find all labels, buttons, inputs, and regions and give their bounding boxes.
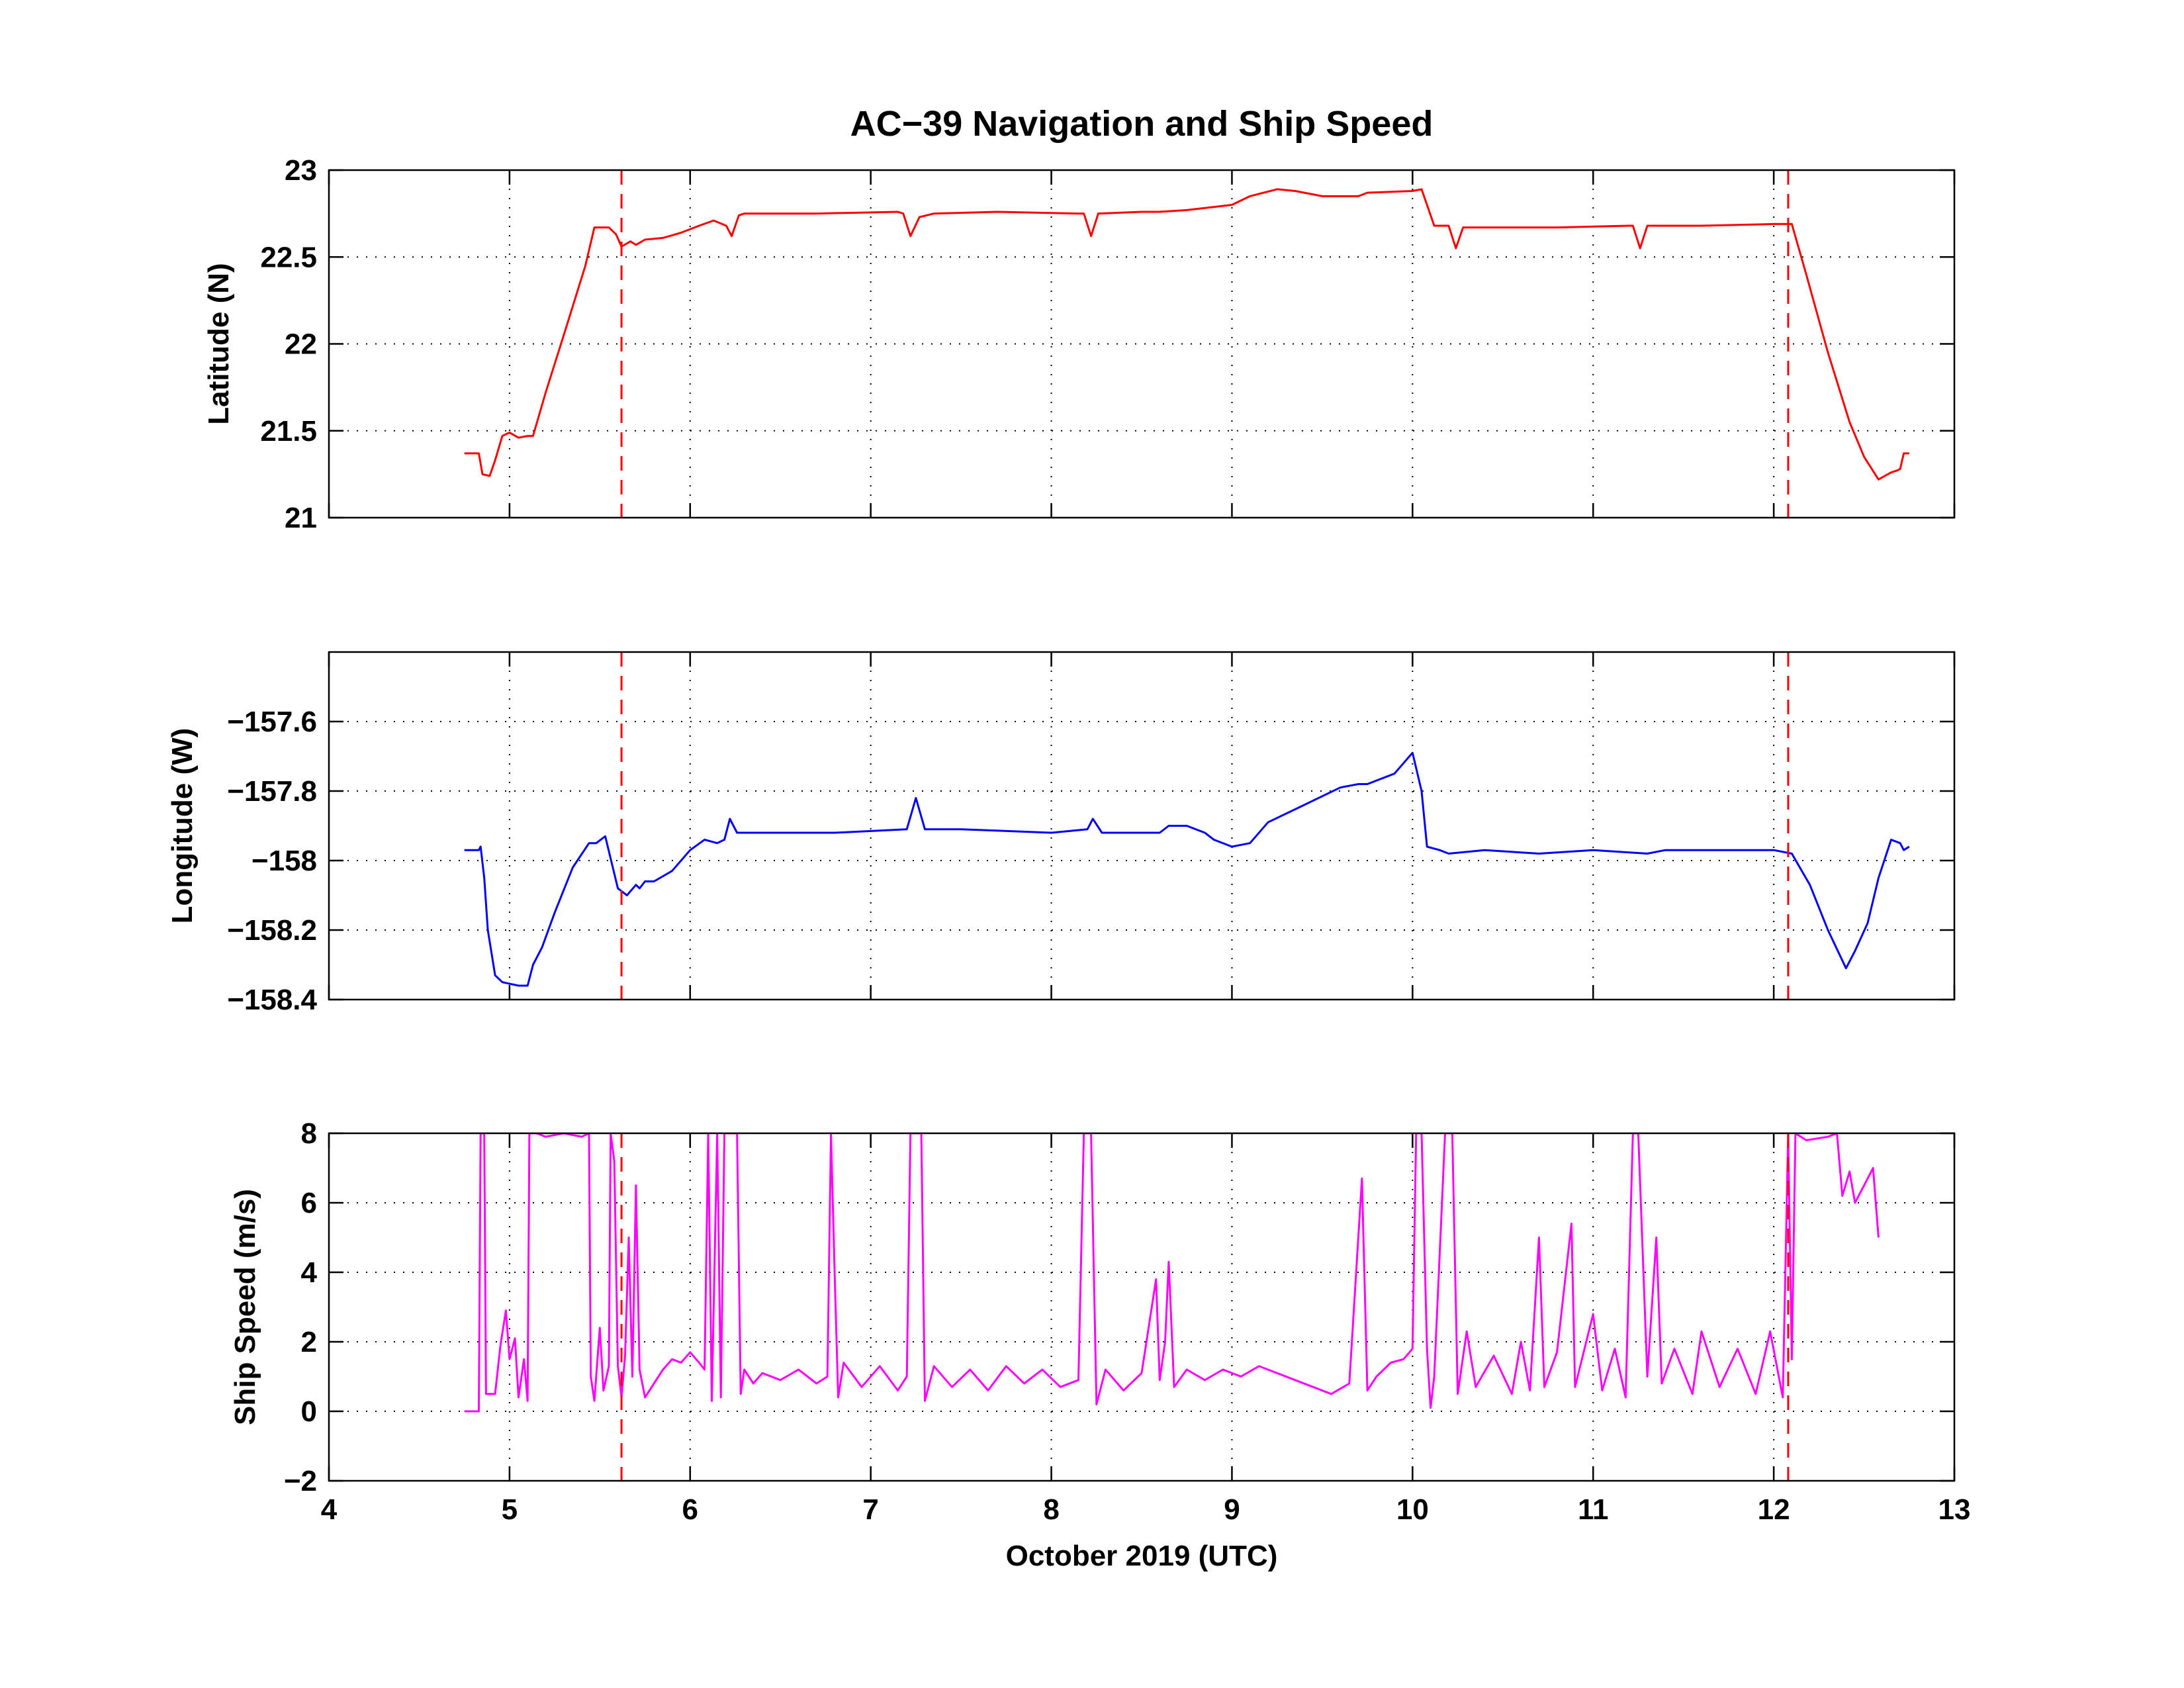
y-tick-label: −2 — [284, 1465, 317, 1497]
series-line — [464, 1133, 1880, 1413]
y-tick-label: −158 — [251, 845, 317, 877]
x-tick-label: 7 — [862, 1493, 878, 1526]
y-tick-label: −158.2 — [227, 914, 317, 947]
x-tick-label: 12 — [1758, 1493, 1790, 1526]
latitude-panel: 21 21.5 22 22.5 23 Latitude (N) — [203, 154, 1956, 534]
x-tick-label: 11 — [1578, 1493, 1609, 1526]
y-tick-label: 22 — [285, 328, 317, 361]
y-tick-label: 8 — [301, 1117, 317, 1150]
x-tick-label: 9 — [1224, 1493, 1240, 1526]
y-tick-label: −157.8 — [227, 775, 317, 808]
y-tick-label: 23 — [285, 154, 317, 187]
y-tick-label: 21 — [285, 502, 317, 534]
y-tick-label: 2 — [301, 1326, 317, 1358]
axes-frame — [328, 1132, 1956, 1482]
chart-title: AC−39 Navigation and Ship Speed — [850, 104, 1433, 144]
y-tick-label: −157.6 — [227, 706, 317, 738]
y-tick-label: 22.5 — [260, 241, 317, 273]
y-axis-label: Longitude (W) — [166, 728, 199, 924]
ship-speed-panel: 4 5 6 7 8 9 10 11 12 13 −2 0 2 4 6 8 Ship Speed (m/s) — [229, 1117, 1970, 1526]
x-axis-label: October 2019 (UTC) — [1006, 1540, 1278, 1572]
y-tick-label: 6 — [301, 1187, 317, 1219]
series-line — [464, 188, 1909, 481]
x-tick-label: 13 — [1938, 1493, 1971, 1526]
series-line — [464, 751, 1910, 987]
x-tick-label: 10 — [1396, 1493, 1429, 1526]
y-tick-label: 0 — [301, 1395, 317, 1428]
x-tick-label: 5 — [502, 1493, 518, 1526]
y-tick-label: 4 — [301, 1256, 318, 1289]
y-tick-label: −158.4 — [227, 984, 317, 1016]
axes-frame — [328, 651, 1956, 1001]
y-axis-label: Ship Speed (m/s) — [229, 1189, 261, 1425]
y-axis-label: Latitude (N) — [203, 263, 235, 424]
y-tick-label: 21.5 — [260, 415, 317, 447]
x-tick-label: 6 — [682, 1493, 698, 1526]
x-tick-label: 4 — [321, 1493, 338, 1526]
longitude-panel: −157.6 −157.8 −158 −158.2 −158.4 Longitude (W… — [166, 651, 1956, 1016]
x-tick-label: 8 — [1043, 1493, 1059, 1526]
